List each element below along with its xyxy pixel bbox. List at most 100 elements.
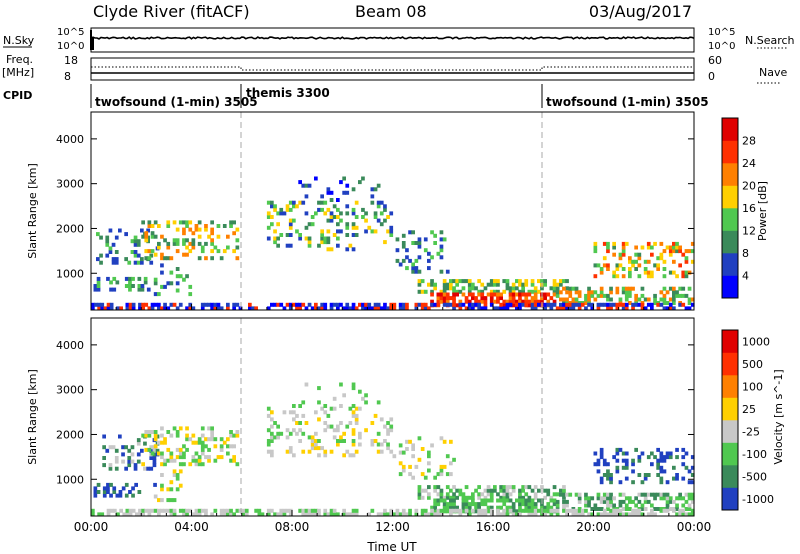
data-cell	[157, 498, 161, 503]
data-cell	[93, 284, 98, 288]
data-cell	[292, 404, 296, 408]
data-cell	[112, 287, 117, 292]
data-cell	[112, 490, 117, 494]
data-cell	[329, 302, 334, 307]
data-cell	[549, 306, 554, 311]
data-cell	[672, 306, 676, 311]
data-cell	[530, 498, 535, 503]
data-cell	[417, 269, 422, 274]
data-cell	[499, 495, 503, 500]
data-cell	[210, 512, 214, 517]
colorbar-tick-label: 1000	[742, 335, 770, 348]
data-cell	[445, 286, 450, 291]
data-cell	[207, 447, 211, 452]
data-cell	[675, 241, 679, 246]
data-cell	[386, 431, 390, 436]
data-cell	[417, 282, 422, 287]
velocity-ytick-label: 2000	[56, 428, 84, 441]
data-cell	[502, 306, 507, 311]
data-cell	[219, 447, 224, 452]
data-cell	[160, 256, 164, 261]
data-cell	[153, 234, 158, 239]
data-cell	[628, 259, 632, 264]
data-cell	[442, 439, 447, 444]
data-cell	[351, 512, 356, 517]
data-cell	[248, 302, 252, 307]
data-cell	[175, 281, 180, 286]
data-cell	[458, 492, 463, 497]
data-cell	[423, 289, 428, 294]
data-cell	[445, 282, 450, 287]
data-cell	[204, 512, 208, 517]
data-cell	[477, 279, 481, 284]
data-cell	[452, 457, 456, 462]
data-cell	[445, 485, 450, 490]
data-cell	[656, 473, 660, 477]
data-cell	[562, 508, 566, 513]
data-cell	[675, 447, 679, 452]
data-cell	[111, 445, 116, 450]
data-cell	[439, 464, 444, 469]
data-cell	[612, 241, 616, 246]
data-cell	[191, 458, 196, 463]
colorbar-frame	[721, 117, 739, 299]
data-cell	[329, 449, 334, 454]
data-cell	[304, 382, 309, 387]
data-cell	[552, 282, 557, 287]
data-cell	[518, 299, 522, 304]
data-cell	[637, 263, 642, 268]
data-cell	[103, 306, 108, 311]
data-cell	[339, 211, 343, 216]
data-cell	[477, 292, 481, 297]
data-cell	[442, 464, 447, 469]
data-cell	[157, 241, 161, 246]
data-cell	[580, 512, 585, 517]
data-cell	[430, 292, 434, 297]
data-cell	[452, 279, 456, 284]
data-cell	[590, 302, 595, 307]
data-cell	[314, 302, 318, 307]
data-cell	[662, 458, 667, 463]
data-cell	[467, 302, 472, 307]
data-cell	[144, 508, 149, 513]
data-cell	[292, 453, 296, 458]
data-cell	[204, 437, 208, 442]
data-cell	[430, 302, 434, 307]
data-cell	[301, 431, 306, 436]
data-cell	[136, 260, 141, 265]
data-cell	[606, 469, 610, 474]
data-cell	[433, 241, 437, 245]
data-cell	[659, 476, 664, 481]
data-cell	[533, 502, 538, 507]
data-cell	[449, 502, 453, 507]
data-cell	[653, 241, 657, 246]
data-cell	[336, 442, 340, 447]
data-cell	[408, 230, 412, 235]
data-cell	[298, 200, 302, 205]
colorbar-swatch	[722, 442, 738, 466]
data-cell	[124, 257, 128, 262]
data-cell	[628, 301, 632, 305]
data-cell	[442, 296, 447, 301]
data-cell	[332, 215, 337, 219]
data-cell	[137, 287, 142, 292]
data-cell	[153, 508, 158, 513]
data-cell	[310, 512, 315, 517]
data-cell	[464, 299, 469, 304]
data-cell	[574, 290, 579, 295]
data-cell	[477, 299, 481, 304]
data-cell	[182, 252, 186, 257]
data-cell	[376, 204, 381, 209]
data-cell	[634, 512, 638, 517]
data-cell	[574, 297, 579, 302]
data-cell	[238, 508, 243, 513]
data-cell	[216, 306, 221, 311]
data-cell	[599, 507, 604, 511]
data-cell	[276, 431, 280, 436]
data-cell	[621, 451, 626, 456]
data-cell	[147, 224, 152, 228]
data-cell	[276, 222, 280, 227]
data-cell	[593, 503, 598, 508]
data-cell	[383, 508, 387, 513]
data-cell	[515, 292, 519, 297]
